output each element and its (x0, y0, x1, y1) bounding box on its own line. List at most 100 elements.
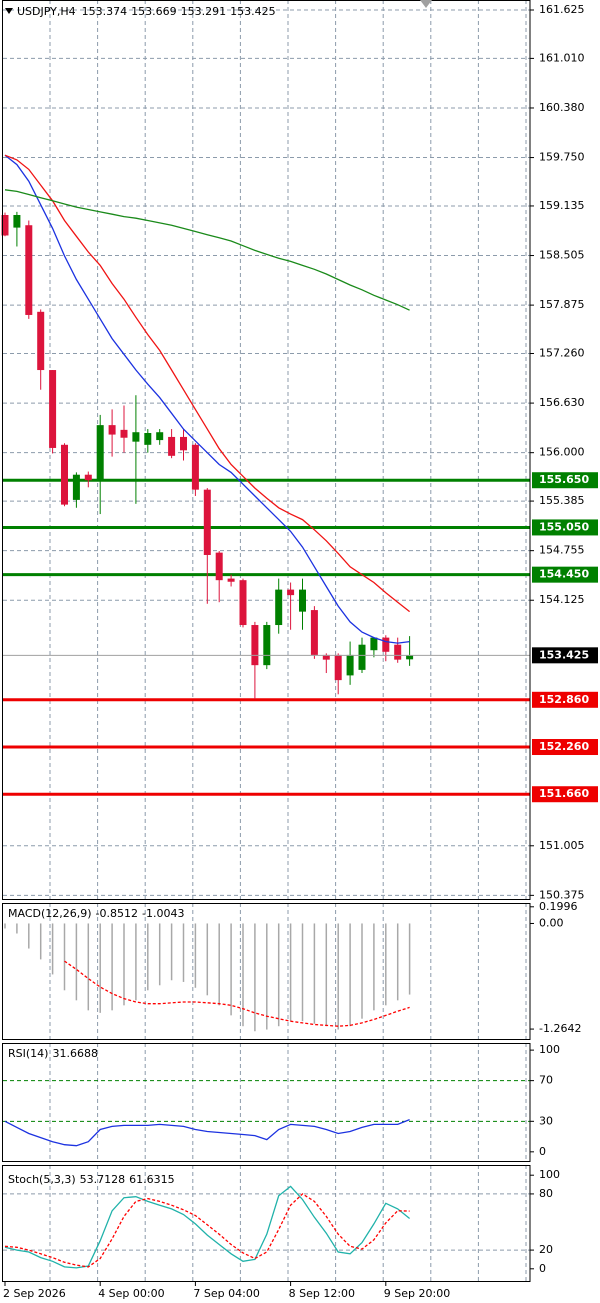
candle-body (1, 215, 9, 236)
y-tick-label: 70 (539, 1074, 553, 1087)
indicator-value: 53.7128 (80, 1173, 126, 1186)
candle-body (406, 655, 414, 660)
level-label-box (532, 786, 598, 803)
candle-body (358, 644, 366, 670)
level-label: 155.650 (539, 473, 589, 486)
y-tick-label: 159.135 (539, 199, 585, 212)
y-tick-label: 156.630 (539, 396, 585, 409)
candle-body (215, 552, 223, 581)
rsi-line (4, 1118, 410, 1147)
indicator-value: 61.6315 (129, 1173, 175, 1186)
candle-body (96, 425, 104, 481)
y-tick-label: 100 (539, 1168, 560, 1181)
header-low: 153.291 (181, 5, 227, 18)
last-price-box (532, 647, 598, 664)
y-tick-label: -1.2642 (539, 1022, 581, 1035)
candle-body (13, 215, 21, 228)
candle-body (144, 433, 152, 445)
y-tick-label: 0.00 (539, 916, 564, 929)
level-label: 155.050 (539, 520, 589, 533)
trade-marker (420, 0, 432, 8)
candle-body (239, 580, 247, 626)
mark-layer (1, 154, 530, 1269)
candle-body (72, 474, 80, 500)
indicator-title: RSI(14) (8, 1047, 48, 1060)
last-price-label: 153.425 (539, 648, 589, 661)
moving-average (4, 189, 410, 311)
moving-average (4, 154, 410, 644)
dropdown-arrow[interactable] (5, 8, 13, 14)
y-tick-label: 161.010 (539, 51, 585, 64)
y-tick-label: 155.385 (539, 494, 585, 507)
y-tick-label: 100 (539, 1043, 560, 1056)
y-tick-label: 0.1996 (539, 900, 578, 913)
x-tick-label: 4 Sep 00:00 (98, 1287, 164, 1300)
candle-body (84, 474, 92, 481)
y-tick-label: 150.375 (539, 888, 585, 901)
y-tick-label: 0 (539, 1145, 546, 1158)
header-close: 153.425 (230, 5, 276, 18)
x-tick-label: 8 Sep 12:00 (289, 1287, 355, 1300)
level-label: 152.860 (539, 693, 589, 706)
y-tick-label: 20 (539, 1243, 553, 1256)
candle-body (227, 578, 235, 582)
y-tick-label: 160.380 (539, 101, 585, 114)
level-label-box (532, 472, 598, 489)
panel-frame (2, 1043, 531, 1162)
indicator-title: MACD(12,26,9) (8, 907, 92, 920)
candle-body (61, 444, 68, 505)
y-tick-label: 157.260 (539, 347, 585, 360)
moving-average (4, 154, 411, 613)
candle-body (275, 589, 283, 626)
candle-body (49, 370, 57, 448)
header-open: 153.374 (82, 5, 128, 18)
candle-body (251, 625, 259, 666)
candle-body (394, 644, 402, 660)
panel-frame (2, 0, 531, 900)
y-tick-label: 159.750 (539, 151, 585, 164)
y-tick-label: 80 (539, 1187, 553, 1200)
indicator-value: -0.8512 (96, 907, 138, 920)
candle-body (287, 589, 295, 596)
indicator-value: -1.0043 (142, 907, 184, 920)
y-tick-label: 158.505 (539, 249, 585, 262)
candle-body (108, 425, 116, 435)
stoch-main-line (4, 1185, 411, 1269)
y-tick-label: 154.125 (539, 593, 585, 606)
level-label: 151.660 (539, 787, 589, 800)
candle-body (156, 432, 164, 441)
candle-body (310, 610, 318, 655)
candle-body (120, 429, 128, 438)
level-label: 152.260 (539, 740, 589, 753)
candle-body (263, 625, 271, 666)
candle-body (334, 654, 342, 681)
signal-line (64, 960, 410, 1027)
y-tick-label: 161.625 (539, 3, 585, 16)
y-tick-label: 157.875 (539, 298, 585, 311)
level-label-box (532, 519, 598, 536)
level-label-box (532, 739, 598, 756)
symbol-title: USDJPY,H4 (17, 5, 76, 18)
candle-body (322, 654, 330, 660)
symbol-header: USDJPY,H4 153.374 153.669 153.291 153.425 (17, 5, 276, 18)
x-tick-label: 9 Sep 20:00 (384, 1287, 450, 1300)
header-high: 153.669 (131, 5, 177, 18)
panel-frame (2, 903, 531, 1040)
level-label-box (532, 691, 598, 708)
panel-frame (2, 1165, 531, 1282)
stoch-header: Stoch(5,3,3) 53.7128 61.6315 (8, 1173, 175, 1186)
candle-body (382, 637, 390, 652)
candle-body (25, 225, 33, 315)
grid-layer (3, 0, 530, 1282)
level-label-box (532, 566, 598, 583)
y-tick-label: 151.005 (539, 839, 585, 852)
candle-body (299, 589, 306, 612)
level-label: 154.450 (539, 568, 589, 581)
candle-body (132, 432, 140, 442)
candle-body (168, 436, 176, 456)
rsi-header: RSI(14) 31.6688 (8, 1047, 98, 1060)
candle-body (180, 436, 187, 451)
